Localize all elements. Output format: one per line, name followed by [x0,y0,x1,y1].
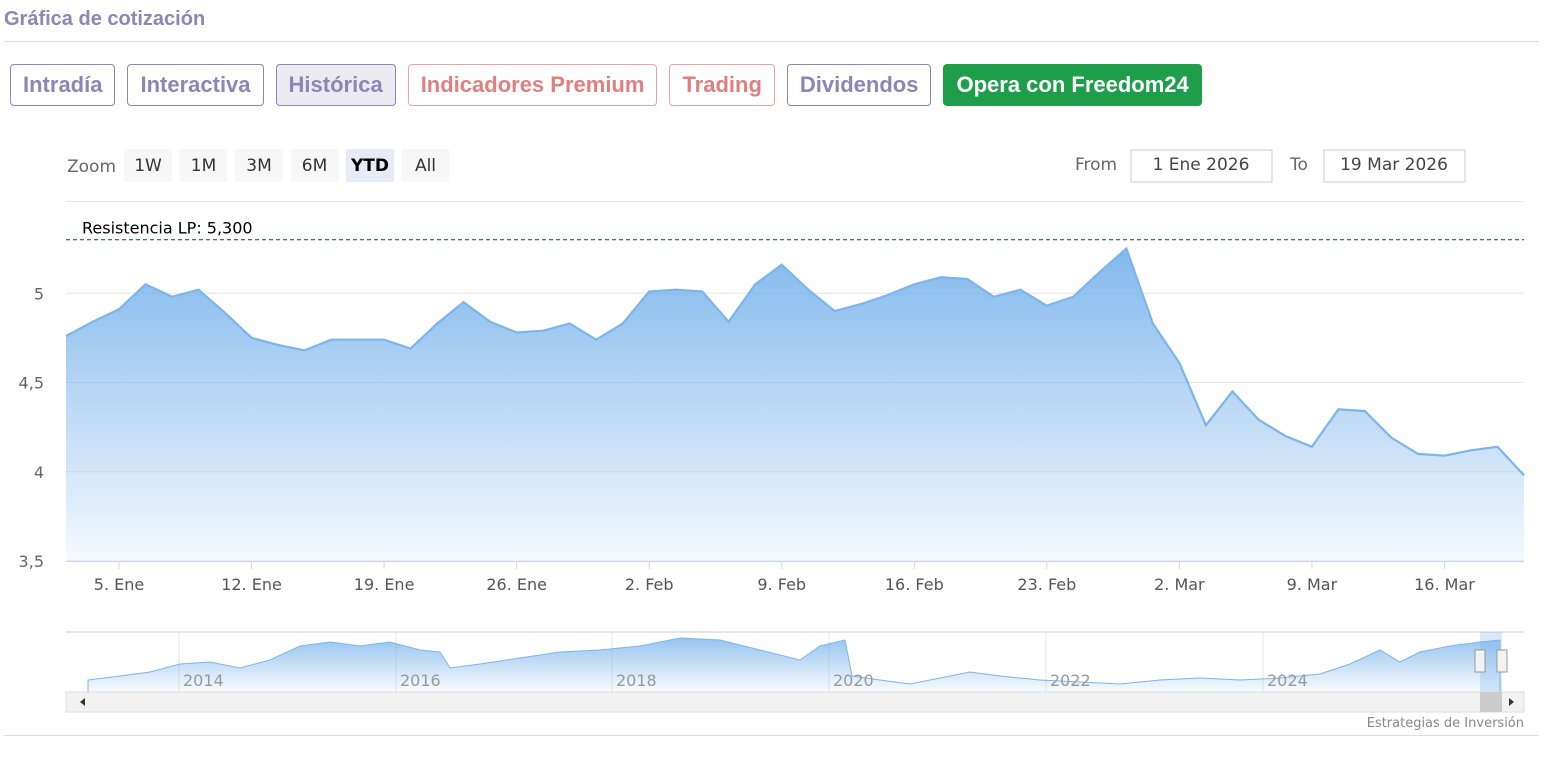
divider [4,735,1539,736]
scroll-right[interactable] [1509,698,1514,706]
line [65,246,1525,477]
scrollbar[interactable] [65,691,1525,713]
navigator-label: 2018 [616,671,657,690]
scroll-left[interactable] [80,698,85,706]
zoom-button[interactable] [124,149,172,182]
x-tick-label: 26. Ene [486,575,547,594]
x-tick-label: 5. Ene [94,575,144,594]
tab[interactable]: Trading [669,64,775,106]
cta-button[interactable]: Opera con Freedom24 [943,64,1202,106]
zoom-button-label: 3M [246,156,271,176]
zoom-button[interactable] [346,149,394,182]
tab-bar: Intradía Interactiva Histórica Indicador… [10,64,1202,106]
from-value: 1 Ene 2026 [1153,155,1250,175]
zoom-label: Zoom [67,157,116,177]
zoom-button[interactable] [290,149,339,182]
x-tick-label: 16. Mar [1414,575,1475,594]
x-tick-label: 19. Ene [354,575,415,594]
zoom-button[interactable] [235,149,283,182]
y-tick-label: 4,5 [19,374,44,393]
from-input[interactable] [1130,149,1273,183]
tab[interactable]: Intradía [10,64,116,106]
tab[interactable]: Dividendos [786,64,932,106]
section-title: Gráfica de cotización [4,8,206,30]
zoom-button[interactable] [401,149,450,182]
tab[interactable]: Interactiva [127,64,264,106]
divider [4,41,1539,42]
navigator-grid [178,632,1264,692]
tab[interactable]: Histórica [275,64,396,106]
navigator-label: 2024 [1267,671,1308,690]
x-tick-label: 9. Feb [757,575,806,594]
navigator-label: 2022 [1050,671,1091,690]
area [66,248,1524,561]
zoom-button-label: All [415,156,436,176]
navigator-label: 2020 [833,671,874,690]
x-tick-label: 12. Ene [221,575,282,594]
navigator-series [87,637,1501,693]
scrollbar-thumb[interactable] [1480,692,1502,712]
y-tick-label: 5 [34,284,44,303]
from-label: From [1075,155,1117,175]
y-tick-label: 4 [34,463,44,482]
to-input[interactable] [1323,149,1466,183]
navigator-label: 2016 [400,671,441,690]
x-tick-label: 9. Mar [1287,575,1338,594]
zoom-button-label: YTD [350,156,389,176]
credit: Estrategias de Inversión [1367,716,1524,731]
y-tick-label: 3,5 [19,552,44,571]
zoom-button-label: 1M [191,156,216,176]
x-tick-label: 2. Feb [625,575,674,594]
zoom-button-label: 6M [302,156,327,176]
to-value: 19 Mar 2026 [1340,155,1448,175]
navigator: 2014 2016 2018 2020 2022 2024 [65,631,1525,713]
navigator-label: 2014 [183,671,224,690]
to-label: To [1289,155,1308,175]
x-tick-label: 2. Mar [1154,575,1205,594]
navigator-handle[interactable] [1496,649,1508,673]
zoom-button-label: 1W [134,156,162,176]
navigator-handle[interactable] [1474,649,1486,673]
tab[interactable]: Indicadores Premium [407,64,658,106]
annotation-label: Resistencia LP: 5,300 [82,219,253,238]
zoom-button[interactable] [179,149,228,182]
x-tick-label: 23. Feb [1017,575,1076,594]
navigator-selection[interactable] [1480,632,1502,692]
x-tick-label: 16. Feb [885,575,944,594]
